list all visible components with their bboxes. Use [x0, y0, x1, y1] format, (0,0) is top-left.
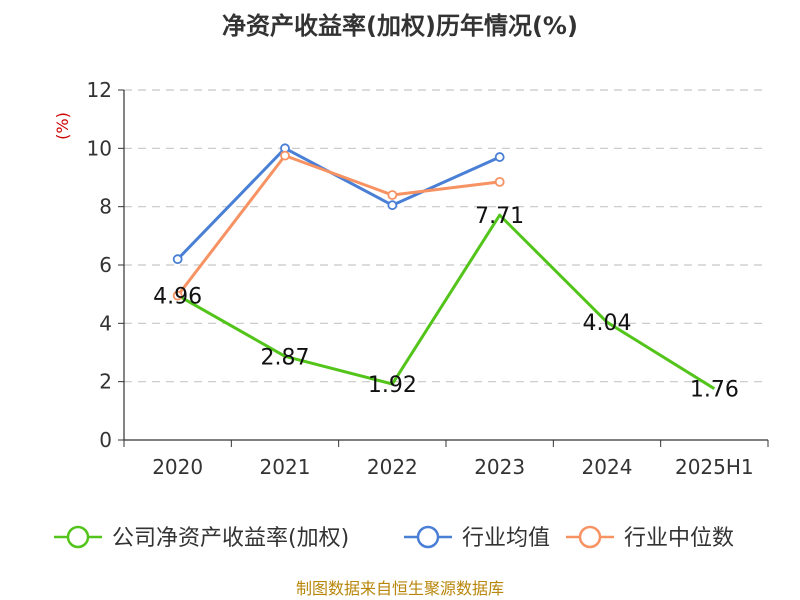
y-tick-label: 2 — [99, 370, 112, 394]
x-tick-label: 2024 — [582, 455, 633, 479]
legend-label: 公司净资产收益率(加权) — [112, 526, 349, 551]
data-point — [387, 190, 398, 200]
legend-item-0[interactable]: 公司净资产收益率(加权) — [54, 525, 349, 551]
x-tick-label: 2022 — [367, 455, 418, 479]
data-point — [172, 290, 183, 301]
y-tick-label: 8 — [99, 195, 112, 219]
x-tick-label: 2025H1 — [675, 455, 754, 479]
data-point — [494, 176, 505, 187]
data-label: 1.76 — [690, 378, 739, 403]
data-label: 7.71 — [475, 204, 524, 229]
legend[interactable]: 公司净资产收益率(加权) 行业均值 行业中位数 — [54, 525, 734, 551]
data-label: 1.92 — [368, 373, 417, 398]
x-tick-label: 2021 — [260, 455, 311, 479]
data-label: 4.96 — [153, 284, 202, 309]
y-tick-label: 0 — [99, 428, 112, 452]
data-label: 4.04 — [583, 311, 632, 336]
series-line-1 — [176, 146, 501, 261]
source-note: 制图数据来自恒生聚源数据库 — [296, 579, 504, 598]
chart-title: 净资产收益率(加权)历年情况(%) — [222, 12, 578, 40]
axes — [118, 89, 769, 447]
series-line-2 — [176, 154, 500, 297]
series-lines — [176, 146, 716, 390]
x-tick-label: 2020 — [152, 455, 203, 479]
legend-item-1[interactable]: 行业均值 — [404, 525, 550, 551]
data-point — [387, 200, 398, 211]
grid-lines — [124, 89, 768, 383]
y-tick-labels: 0 2 4 6 8 10 12 — [87, 78, 112, 452]
legend-label: 行业中位数 — [624, 526, 734, 551]
x-tick-label: 2023 — [474, 455, 525, 479]
legend-swatch-marker — [578, 525, 602, 549]
data-labels: 4.96 2.87 1.92 7.71 4.04 1.76 — [153, 204, 739, 403]
y-tick-label: 4 — [99, 311, 112, 335]
data-point — [494, 152, 505, 162]
data-point — [280, 150, 290, 161]
y-tick-label: 6 — [99, 253, 112, 277]
series-line-0 — [176, 213, 716, 390]
y-tick-label: 10 — [87, 136, 112, 160]
data-label: 2.87 — [261, 345, 310, 370]
data-point — [172, 254, 183, 265]
legend-swatch-marker — [66, 525, 90, 549]
y-tick-label: 12 — [87, 78, 112, 102]
legend-item-2[interactable]: 行业中位数 — [566, 525, 734, 551]
legend-label: 行业均值 — [462, 526, 550, 551]
legend-swatch-marker — [416, 525, 440, 549]
y-axis-label: (%) — [53, 112, 72, 140]
x-tick-labels: 2020 2021 2022 2023 2024 2025H1 — [152, 455, 753, 479]
series-points — [172, 143, 505, 301]
